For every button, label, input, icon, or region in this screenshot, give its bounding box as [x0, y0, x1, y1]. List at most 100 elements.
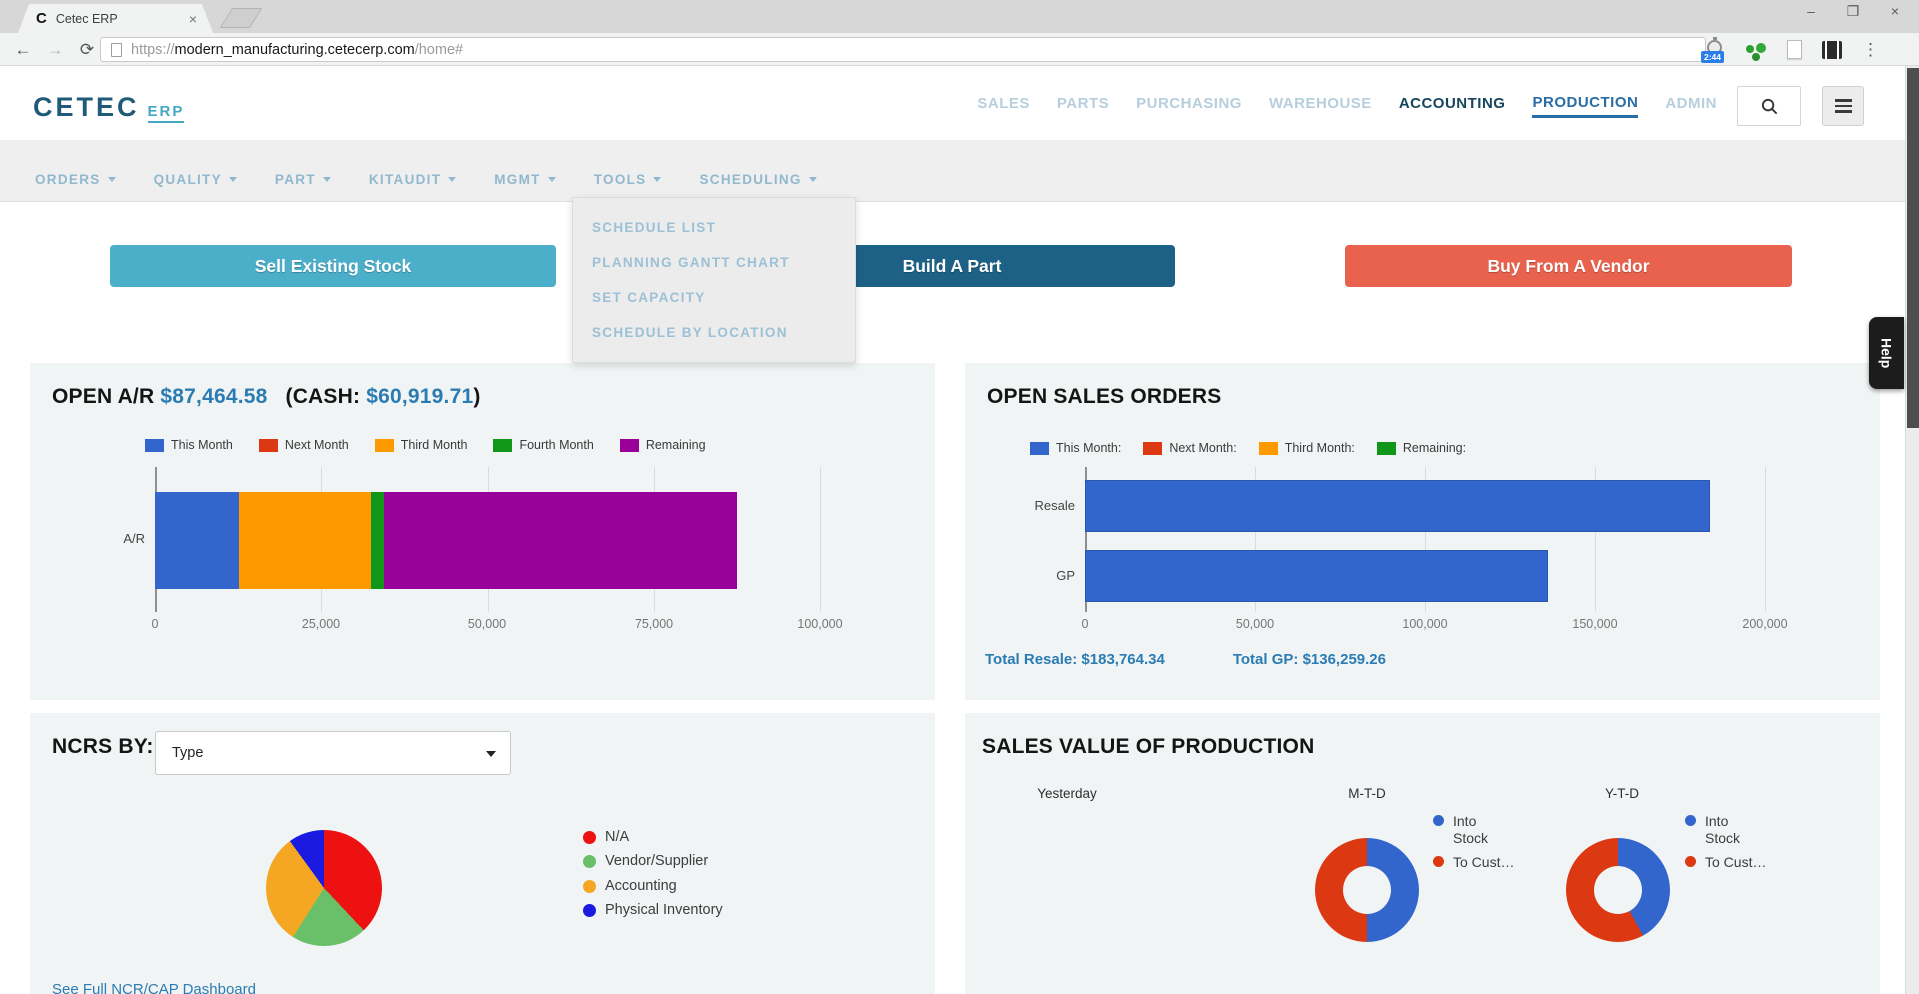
- bar-segment-fourth-month: [371, 492, 385, 589]
- subnav-kitaudit[interactable]: KITAUDIT: [369, 172, 457, 187]
- sell-existing-stock-button[interactable]: Sell Existing Stock: [110, 245, 556, 287]
- browser-menu-icon[interactable]: ⋮: [1862, 39, 1879, 59]
- x-tick: 0: [1081, 617, 1089, 631]
- forward-button[interactable]: →: [46, 40, 64, 59]
- nav-parts[interactable]: PARTS: [1056, 94, 1110, 112]
- ytd-donut-chart[interactable]: [1566, 838, 1670, 942]
- buy-from-a-vendor-button[interactable]: Buy From A Vendor: [1345, 245, 1792, 287]
- legend-dot: [583, 831, 596, 844]
- legend-dot: [1685, 815, 1696, 826]
- caret-down-icon: [448, 177, 457, 182]
- legend-item: Into Stock: [1433, 813, 1515, 847]
- ncr-type-select[interactable]: Type: [155, 731, 511, 775]
- caret-down-icon: [322, 177, 331, 182]
- browser-tab-strip: C Cetec ERP × – ❐ ×: [0, 0, 1919, 33]
- nav-purchasing[interactable]: PURCHASING: [1136, 94, 1242, 112]
- new-tab-button[interactable]: [219, 8, 263, 28]
- total-gp: Total GP: $136,259.26: [1232, 651, 1386, 668]
- clover-extension-icon[interactable]: [1745, 39, 1767, 61]
- mtd-donut-chart[interactable]: [1315, 838, 1419, 942]
- legend-swatch: [1258, 441, 1278, 455]
- page-scrollbar[interactable]: [1905, 66, 1919, 994]
- screen-recorder-extension-icon[interactable]: [1822, 40, 1842, 59]
- legend-item: Next Month: [258, 438, 349, 452]
- search-button[interactable]: [1737, 86, 1801, 126]
- window-minimize-icon[interactable]: –: [1807, 3, 1815, 19]
- caret-down-icon: [547, 177, 556, 182]
- legend-item: Third Month:: [1258, 441, 1355, 455]
- legend-swatch: [1143, 441, 1163, 455]
- legend-dot: [583, 904, 596, 918]
- ar-bar-chart: [155, 467, 821, 612]
- timer-extension-icon[interactable]: 2:44: [1701, 36, 1725, 63]
- legend-item: Into Stock: [1685, 813, 1767, 847]
- resale-bar[interactable]: [1085, 480, 1710, 532]
- gp-bar[interactable]: [1085, 550, 1549, 602]
- ar-category-label: A/R: [123, 531, 145, 546]
- legend-item: To Cust…: [1685, 854, 1767, 871]
- cetec-erp-logo[interactable]: CETEC ERP: [33, 92, 185, 123]
- mtd-legend: Into Stock To Cust…: [1433, 813, 1515, 877]
- help-tab[interactable]: Help: [1869, 317, 1904, 389]
- nav-sales[interactable]: SALES: [977, 94, 1030, 112]
- production-sub-nav: ORDERS QUALITY PART KITAUDIT MGMT TOOLS …: [0, 140, 1919, 202]
- url-text[interactable]: https://modern_manufacturing.cetecerp.co…: [131, 41, 464, 58]
- legend-item: N/A: [583, 829, 723, 846]
- menu-item-planning-gantt-chart[interactable]: PLANNING GANTT CHART: [592, 255, 790, 270]
- ncr-legend: N/A Vendor/Supplier Accounting Physical …: [583, 829, 723, 927]
- nav-warehouse[interactable]: WAREHOUSE: [1268, 94, 1372, 112]
- page-security-icon[interactable]: [111, 42, 122, 57]
- legend-swatch: [258, 438, 278, 452]
- legend-item: This Month:: [1030, 441, 1121, 455]
- svp-col-yesterday: Yesterday: [1037, 786, 1097, 801]
- bar-segment-third-month: [239, 492, 372, 589]
- so-totals: Total Resale: $183,764.34 Total GP: $136…: [985, 651, 1386, 668]
- legend-item: Accounting: [583, 878, 723, 895]
- open-sales-orders-title: OPEN SALES ORDERS: [987, 385, 1222, 408]
- legend-item: To Cust…: [1433, 854, 1515, 871]
- window-maximize-icon[interactable]: ❐: [1846, 3, 1860, 19]
- nav-production[interactable]: PRODUCTION: [1532, 88, 1639, 118]
- legend-swatch: [1030, 441, 1049, 455]
- subnav-tools[interactable]: TOOLS: [594, 172, 662, 187]
- legend-dot: [1433, 855, 1444, 867]
- so-category-resale: Resale: [1034, 498, 1075, 513]
- ncr-pie-chart[interactable]: [266, 830, 382, 946]
- subnav-quality[interactable]: QUALITY: [154, 172, 237, 187]
- app-header: CETEC ERP SALES PARTS PURCHASING WAREHOU…: [0, 66, 1919, 140]
- top-nav: SALES PARTS PURCHASING WAREHOUSE ACCOUNT…: [977, 66, 1717, 140]
- tab-close-icon[interactable]: ×: [188, 10, 197, 27]
- subnav-mgmt[interactable]: MGMT: [494, 172, 556, 187]
- legend-swatch: [374, 438, 394, 452]
- menu-item-schedule-by-location[interactable]: SCHEDULE BY LOCATION: [592, 325, 788, 340]
- total-resale: Total Resale: $183,764.34: [985, 651, 1165, 668]
- legend-swatch: [493, 438, 513, 452]
- ncrs-title: NCRS BY:: [52, 735, 154, 758]
- notes-extension-icon[interactable]: [1787, 40, 1802, 59]
- reload-button[interactable]: ⟳: [79, 40, 95, 59]
- menu-item-set-capacity[interactable]: SET CAPACITY: [592, 290, 706, 305]
- legend-item: Remaining: [619, 438, 706, 452]
- x-tick: 200,000: [1742, 617, 1788, 631]
- subnav-scheduling[interactable]: SCHEDULING: [699, 172, 817, 187]
- subnav-orders[interactable]: ORDERS: [35, 172, 116, 187]
- subnav-part[interactable]: PART: [275, 172, 331, 187]
- nav-accounting[interactable]: ACCOUNTING: [1398, 94, 1506, 112]
- browser-tab[interactable]: C Cetec ERP ×: [18, 4, 213, 33]
- x-tick: 50,000: [1235, 617, 1275, 631]
- scrollbar-thumb[interactable]: [1907, 68, 1919, 428]
- back-button[interactable]: ←: [14, 40, 32, 59]
- ncr-cap-dashboard-link[interactable]: See Full NCR/CAP Dashboard: [52, 981, 256, 994]
- caret-down-icon: [653, 177, 662, 182]
- ar-stacked-bar[interactable]: [155, 492, 820, 589]
- svp-col-mtd: M-T-D: [1348, 786, 1386, 801]
- hamburger-menu-button[interactable]: [1822, 86, 1864, 126]
- x-tick: 100,000: [1402, 617, 1448, 631]
- address-bar[interactable]: https://modern_manufacturing.cetecerp.co…: [100, 37, 1706, 62]
- nav-admin[interactable]: ADMIN: [1665, 94, 1717, 112]
- ncrs-panel: NCRS BY: Type N/A Vendor/Supplier Accoun…: [30, 713, 935, 994]
- ar-chart-legend: This Month Next Month Third Month Fourth…: [145, 438, 706, 452]
- window-close-icon[interactable]: ×: [1890, 3, 1900, 19]
- menu-item-schedule-list[interactable]: SCHEDULE LIST: [592, 220, 717, 235]
- x-tick: 100,000: [797, 617, 843, 631]
